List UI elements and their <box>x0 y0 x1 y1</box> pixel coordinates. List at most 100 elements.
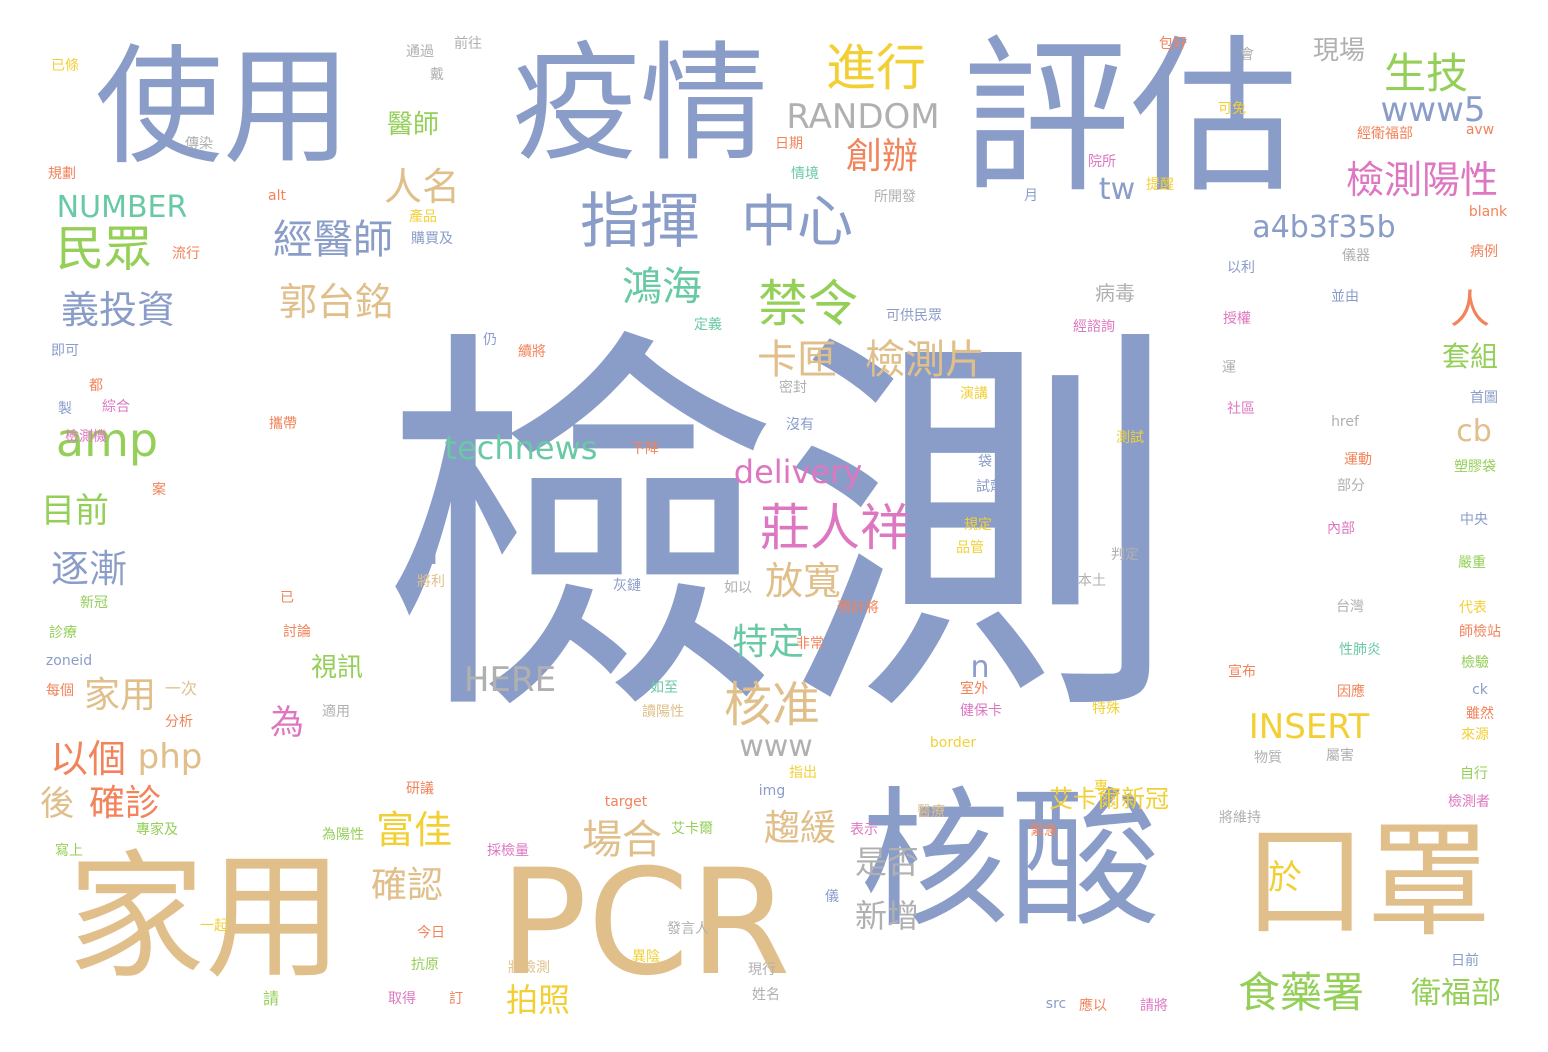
word: 鴻海 <box>622 264 702 310</box>
word: 規定 <box>964 517 992 533</box>
word: 場合 <box>582 817 662 863</box>
word: 日期 <box>775 136 803 152</box>
word: 趨緩 <box>763 808 837 849</box>
word: ck <box>1472 682 1488 698</box>
word: 特定 <box>731 622 805 663</box>
word: 將維持 <box>1219 810 1261 826</box>
word: 製 <box>58 401 72 417</box>
word: 並由 <box>1331 289 1359 305</box>
word: a4b3f35b <box>1252 210 1396 245</box>
word: 今日 <box>417 925 445 941</box>
word: 研議 <box>406 781 434 797</box>
word: 進行 <box>826 39 926 97</box>
word: 訂 <box>449 991 463 1007</box>
word: 密封 <box>779 380 807 396</box>
word: 如以 <box>724 580 752 596</box>
word: 仍 <box>483 332 497 348</box>
word: a <box>417 533 439 573</box>
word: 生技 <box>1383 49 1469 98</box>
word: 首圖 <box>1470 390 1498 406</box>
word: 來源 <box>1461 727 1489 743</box>
word: 寫上 <box>55 843 83 859</box>
word: 確認 <box>370 865 444 906</box>
word: alt <box>268 188 286 204</box>
word: 卡匣 <box>757 337 837 383</box>
word: 指出 <box>789 765 817 781</box>
word: 流行 <box>172 246 200 262</box>
word: 應以 <box>1079 998 1107 1014</box>
word: 為 <box>270 703 304 743</box>
word: 新冠 <box>80 595 108 611</box>
word: 代表 <box>1459 600 1487 616</box>
word: 前往 <box>454 36 482 52</box>
word: 適用 <box>322 704 350 720</box>
word: 下降 <box>631 441 659 457</box>
word: 判定 <box>1111 547 1139 563</box>
word: 將利 <box>417 574 445 590</box>
word: 評估 <box>962 20 1298 216</box>
word: 疫情 <box>511 30 769 179</box>
word: 逐漸 <box>50 547 128 591</box>
word: 以利 <box>1227 260 1255 276</box>
word: border <box>929 735 977 751</box>
word: 室外 <box>960 681 988 697</box>
word: 新增 <box>854 897 920 935</box>
word: 規劃 <box>48 166 76 182</box>
word: 因應 <box>1337 684 1365 700</box>
word: target <box>604 794 648 810</box>
word: 發言人 <box>667 921 709 937</box>
word: 人 <box>1450 287 1490 333</box>
word: 可免 <box>1218 101 1246 117</box>
word: 經諮詢 <box>1073 319 1115 335</box>
word: 確診 <box>88 783 162 824</box>
word: src <box>1045 996 1067 1012</box>
word: 塑膠袋 <box>1454 459 1496 475</box>
word: href <box>1331 414 1359 430</box>
word: 特殊 <box>1092 701 1120 717</box>
word: 非常 <box>796 636 824 652</box>
word: HERE <box>463 660 557 700</box>
word: 放寬 <box>764 559 842 603</box>
word: 請 <box>262 989 280 1008</box>
word: 拍照 <box>505 981 571 1019</box>
word: 雖然 <box>1466 706 1494 722</box>
word: 每個 <box>46 683 74 699</box>
word: 提醒 <box>1146 177 1174 193</box>
word: 表示 <box>850 822 878 838</box>
word: 綜合 <box>102 399 130 415</box>
word: 義投資 <box>60 288 176 332</box>
word: 使用 <box>94 33 352 182</box>
word: 抗原 <box>411 957 439 973</box>
word: 案 <box>152 482 166 498</box>
word: 預計將 <box>837 600 879 616</box>
word: 家用 <box>83 675 157 716</box>
word: 檢測片 <box>865 337 985 383</box>
word: 灰鏈 <box>613 578 641 594</box>
word: 沒有 <box>786 417 814 433</box>
word: 視訊 <box>310 653 364 683</box>
word: 品管 <box>956 540 984 556</box>
word: 台灣 <box>1336 599 1364 615</box>
word: 傳染 <box>185 136 213 152</box>
word: 是否 <box>854 843 920 881</box>
word: 艾卡爾 <box>671 821 713 837</box>
word: 食藥署 <box>1237 968 1365 1017</box>
word: 內部 <box>1327 521 1355 537</box>
word: 病毒 <box>1095 281 1135 305</box>
word: 專 <box>1094 779 1108 795</box>
word: 禁令 <box>758 275 858 333</box>
word: 異陰 <box>632 949 660 965</box>
word: 以個 <box>49 737 127 781</box>
word: 於 <box>1268 858 1302 898</box>
word: 授權 <box>1223 311 1251 327</box>
word: 檢測 <box>380 300 1180 765</box>
word: 部分 <box>1337 478 1365 494</box>
word: 中央 <box>1460 512 1488 528</box>
word: 採檢量 <box>487 843 529 859</box>
word: 攜帶 <box>269 416 297 432</box>
word: 檢測者 <box>1448 794 1490 810</box>
word: 運 <box>1222 360 1236 376</box>
word: 家用 <box>66 837 344 998</box>
word: 產品 <box>409 209 437 225</box>
